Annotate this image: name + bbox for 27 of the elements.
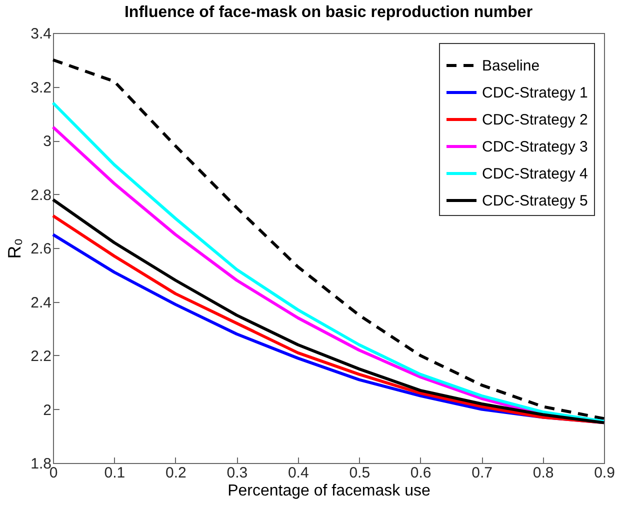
x-tick-label: 0.9 <box>594 464 615 482</box>
y-axis-title: R₀ <box>4 238 25 259</box>
legend-label: CDC-Strategy 5 <box>482 192 588 210</box>
y-tick-label: 2.2 <box>30 348 52 365</box>
y-tick-label: 1.8 <box>30 456 52 472</box>
x-tick-label: 0.4 <box>288 464 309 482</box>
x-tick-label: 0.8 <box>532 464 554 482</box>
legend-label: CDC-Strategy 1 <box>482 84 588 102</box>
x-axis-title: Percentage of facemask use <box>228 482 430 500</box>
y-tick-label: 3.4 <box>30 26 52 42</box>
legend-label: CDC-Strategy 4 <box>482 166 588 182</box>
y-tick-label: 2.8 <box>30 186 52 204</box>
legend-label: CDC-Strategy 3 <box>482 138 588 156</box>
chart-title: Influence of face-mask on basic reproduction number <box>124 4 533 21</box>
x-tick-label: 0.5 <box>349 464 370 482</box>
x-tick-label: 0.2 <box>166 464 186 482</box>
x-tick-label: 0.7 <box>472 464 492 482</box>
x-tick-label: 0.3 <box>226 464 248 482</box>
legend-label: Baseline <box>482 58 540 74</box>
x-tick-label: 0.1 <box>104 464 126 482</box>
y-tick-label: 2.6 <box>30 240 52 258</box>
x-tick-label: 0.6 <box>410 464 432 482</box>
y-tick-label: 3.2 <box>30 79 52 96</box>
y-tick-label: 2.4 <box>30 294 52 312</box>
y-tick-label: 3 <box>43 133 52 150</box>
legend-label: CDC-Strategy 2 <box>482 112 588 128</box>
y-tick-label: 2 <box>43 402 52 419</box>
